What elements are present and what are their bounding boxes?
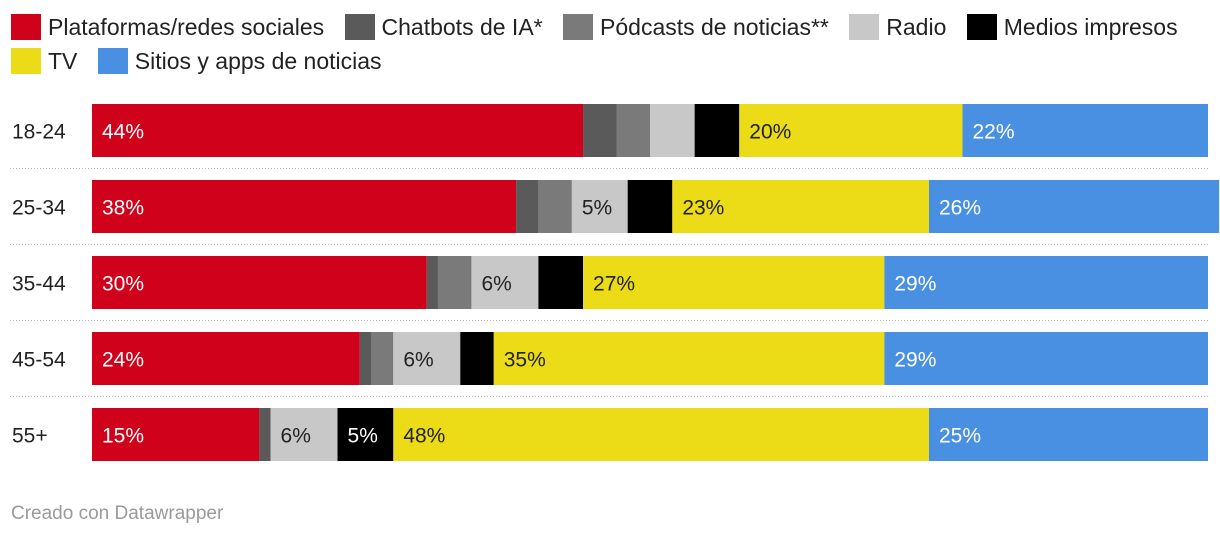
- legend-item: Medios impresos: [966, 14, 1192, 40]
- bar-segment: [616, 104, 650, 157]
- data-label: 6%: [403, 349, 433, 372]
- legend-label: Chatbots de IA*: [381, 14, 543, 40]
- bar-segment: [538, 180, 572, 233]
- bar-segment: [460, 332, 494, 385]
- legend-swatch: [11, 14, 41, 40]
- bar-segment: [471, 256, 539, 309]
- bar-segment: [672, 180, 929, 233]
- bar-segment: [371, 332, 394, 385]
- bar-segment: [92, 180, 517, 233]
- data-label: 6%: [481, 273, 511, 296]
- chart-legend: Plataformas/redes sociales Chatbots de I…: [11, 10, 1201, 78]
- data-label: 29%: [894, 349, 936, 372]
- data-label: 35%: [504, 349, 546, 372]
- data-label: 15%: [102, 425, 144, 448]
- legend-swatch: [966, 14, 997, 40]
- legend-label: Medios impresos: [1003, 14, 1178, 40]
- bar-segment: [962, 104, 1208, 157]
- legend-swatch: [849, 14, 880, 40]
- bar-segment: [92, 408, 260, 461]
- bar-segment: [884, 256, 1208, 309]
- bar-segment: [739, 104, 963, 157]
- data-label: 25%: [939, 425, 981, 448]
- legend-label: Pódcasts de noticias**: [600, 14, 829, 40]
- category-label: 45-54: [12, 349, 66, 372]
- legend-item: Chatbots de IA*: [344, 14, 557, 40]
- legend-label: Radio: [886, 14, 947, 40]
- bar-segment: [571, 180, 628, 233]
- category-label: 35-44: [12, 273, 66, 296]
- bar-segment: [393, 332, 461, 385]
- bar-segment: [650, 104, 695, 157]
- bar-segment: [426, 256, 438, 309]
- category-label: 55+: [12, 425, 48, 448]
- bar-segment: [694, 104, 740, 157]
- data-label: 48%: [403, 425, 445, 448]
- legend-swatch: [563, 14, 594, 40]
- bar-segment: [538, 256, 584, 309]
- data-label: 26%: [939, 197, 981, 220]
- legend-swatch: [344, 14, 375, 40]
- bar-segment: [627, 180, 673, 233]
- bar-segment: [92, 332, 360, 385]
- data-label: 23%: [682, 197, 724, 220]
- legend-label: TV: [48, 48, 78, 74]
- bar-segment: [259, 408, 271, 461]
- data-label: 29%: [894, 273, 936, 296]
- data-label: 22%: [972, 121, 1014, 144]
- data-label: 24%: [102, 349, 144, 372]
- legend-item: Sitios y apps de noticias: [97, 48, 396, 74]
- footer-credit: Creado con Datawrapper: [11, 503, 224, 524]
- legend-item: TV: [11, 48, 91, 74]
- bar-segment: [929, 408, 1208, 461]
- legend-swatch: [11, 48, 41, 74]
- legend-label: Plataformas/redes sociales: [48, 14, 325, 40]
- data-label: 27%: [593, 273, 635, 296]
- data-label: 30%: [102, 273, 144, 296]
- bar-segment: [516, 180, 539, 233]
- bar-segment: [270, 408, 338, 461]
- data-label: 5%: [582, 197, 612, 220]
- bar-segment: [393, 408, 929, 461]
- data-label: 20%: [749, 121, 791, 144]
- data-label: 6%: [281, 425, 311, 448]
- data-label: 44%: [102, 121, 144, 144]
- legend-item: Radio: [849, 14, 960, 40]
- bar-segment: [359, 332, 371, 385]
- bar-segment: [437, 256, 472, 309]
- legend-swatch: [97, 48, 128, 74]
- bar-segment: [92, 104, 584, 157]
- legend-item: Pódcasts de noticias**: [563, 14, 843, 40]
- bar-segment: [337, 408, 394, 461]
- data-label: 38%: [102, 197, 144, 220]
- bar-segment: [929, 180, 1220, 233]
- category-label: 25-34: [12, 197, 66, 220]
- bar-segment: [583, 104, 617, 157]
- bar-segment: [493, 332, 885, 385]
- bar-segment: [884, 332, 1208, 385]
- legend-item: Plataformas/redes sociales: [11, 14, 338, 40]
- legend-label: Sitios y apps de noticias: [134, 48, 382, 74]
- category-label: 18-24: [12, 121, 66, 144]
- bar-segment: [92, 256, 427, 309]
- data-label: 5%: [348, 425, 378, 448]
- bar-segment: [583, 256, 885, 309]
